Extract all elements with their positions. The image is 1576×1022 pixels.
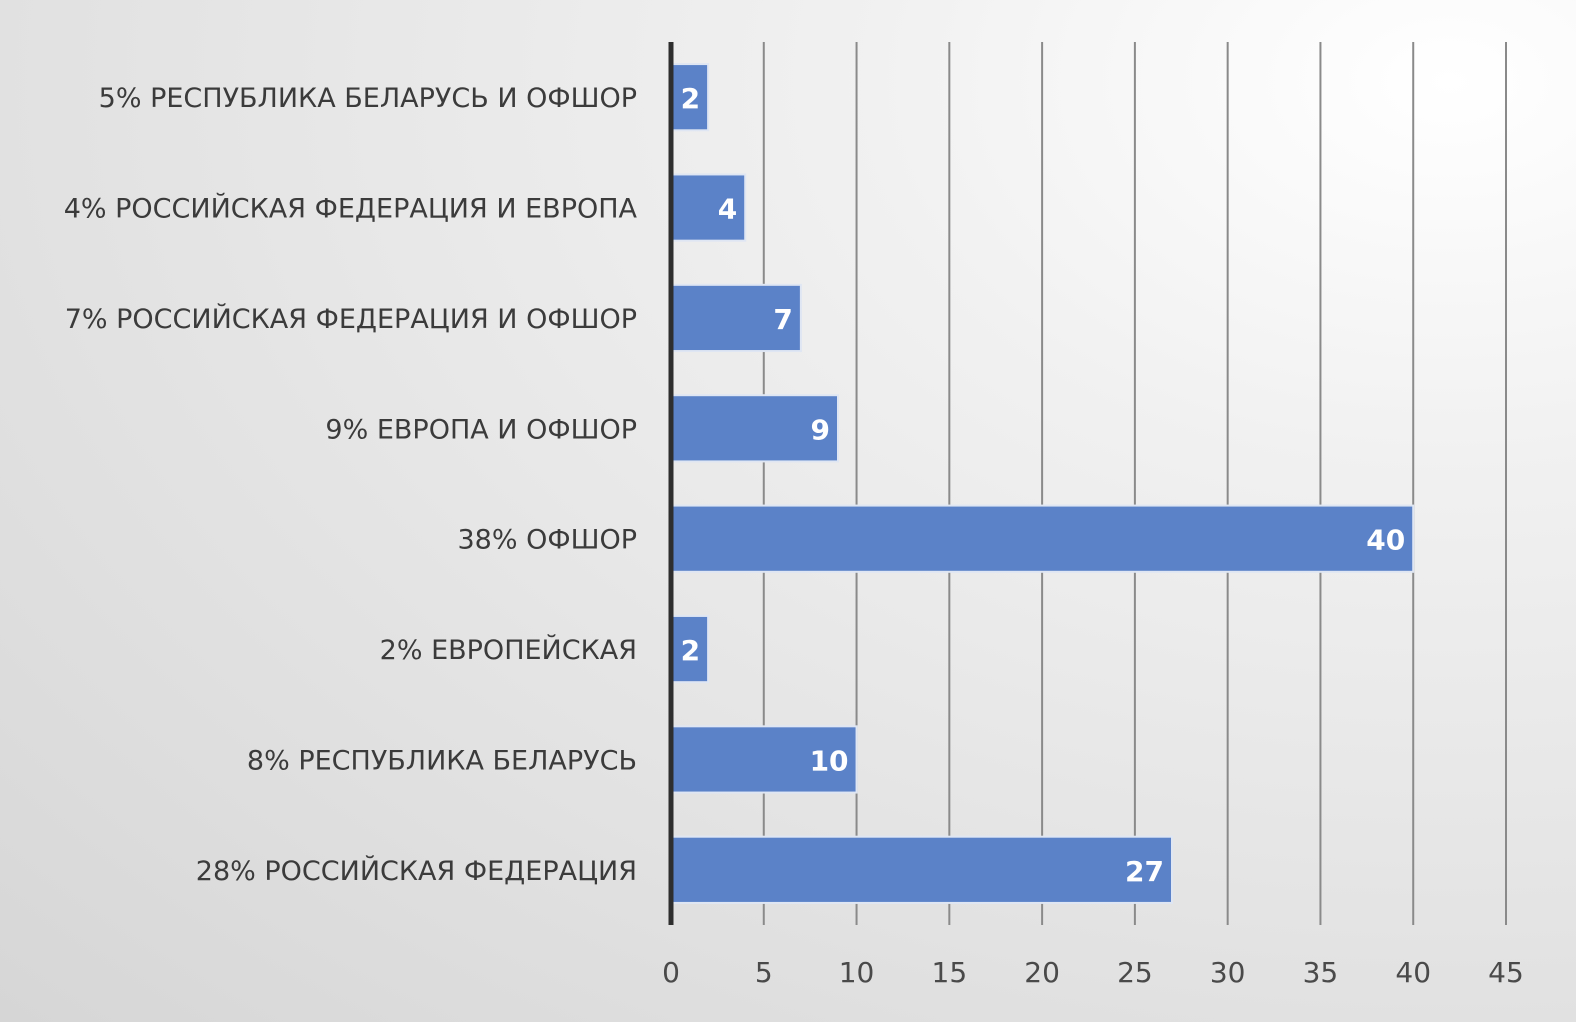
data-label: 4 [718, 193, 737, 226]
bar[interactable] [670, 614, 710, 684]
category-label: 7% РОССИЙСКАЯ ФЕДЕРАЦИЯ И ОФШОР [65, 303, 637, 335]
bar[interactable] [670, 504, 1415, 573]
bar[interactable] [670, 63, 710, 132]
data-label: 9 [811, 413, 830, 446]
bar[interactable] [670, 394, 839, 463]
x-tick-label: 45 [1488, 956, 1524, 989]
category-label: 5% РЕСПУБЛИКА БЕЛАРУСЬ И ОФШОР [99, 83, 637, 114]
data-label: 2 [681, 634, 700, 667]
bar[interactable] [670, 283, 802, 353]
category-label: 4% РОССИЙСКАЯ ФЕДЕРАЦИЯ И ЕВРОПА [64, 193, 638, 225]
x-tick-label: 35 [1303, 956, 1339, 989]
data-label: 2 [681, 82, 700, 115]
x-tick-label: 40 [1395, 956, 1431, 989]
data-label: 27 [1125, 855, 1164, 888]
category-label: 28% РОССИЙСКАЯ ФЕДЕРАЦИЯ [196, 855, 637, 887]
x-tick-label: 30 [1210, 956, 1246, 989]
x-tick-label: 5 [755, 956, 773, 989]
category-label: 2% ЕВРОПЕЙСКАЯ [380, 634, 637, 666]
bar[interactable] [670, 725, 858, 794]
x-tick-label: 0 [662, 956, 680, 989]
data-label: 10 [810, 744, 849, 777]
x-tick-label: 10 [839, 956, 875, 989]
data-label: 7 [773, 303, 792, 336]
x-tick-label: 25 [1117, 956, 1153, 989]
category-label: 8% РЕСПУБЛИКА БЕЛАРУСЬ [247, 745, 637, 776]
bar[interactable] [670, 835, 1173, 904]
category-label: 38% ОФШОР [458, 525, 638, 556]
x-tick-label: 15 [932, 956, 968, 989]
data-label: 40 [1366, 524, 1405, 557]
x-tick-label: 20 [1024, 956, 1060, 989]
category-label: 9% ЕВРОПА И ОФШОР [325, 414, 637, 445]
